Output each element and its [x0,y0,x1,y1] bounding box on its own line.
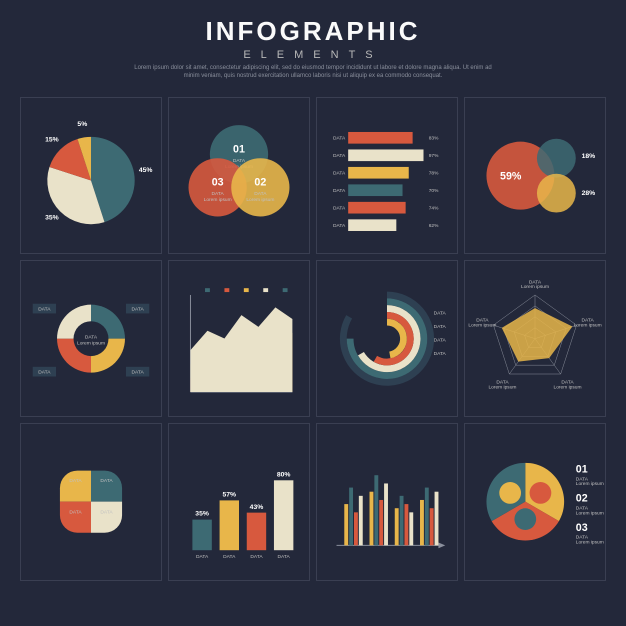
svg-text:DATA: DATA [233,158,246,164]
svg-text:Lorem ipsum: Lorem ipsum [554,384,582,390]
svg-text:97%: 97% [429,153,439,159]
svg-text:03: 03 [212,176,224,188]
svg-text:03: 03 [576,522,588,534]
svg-text:DATA: DATA [434,337,447,343]
svg-text:15%: 15% [45,136,59,143]
svg-text:DATA: DATA [196,554,209,560]
yin-yang: 01DATALorem ipsum02DATALorem ipsum03DATA… [464,423,606,580]
svg-text:DATA: DATA [212,191,225,197]
svg-text:Lorem ipsum: Lorem ipsum [521,284,549,290]
svg-text:DATA: DATA [131,370,144,376]
svg-text:DATA: DATA [278,554,291,560]
svg-text:DATA: DATA [434,324,447,330]
svg-text:DATA: DATA [333,223,346,229]
svg-text:02: 02 [576,493,588,505]
svg-text:Lorem ipsum: Lorem ipsum [204,196,232,202]
svg-text:DATA: DATA [250,554,263,560]
svg-text:28%: 28% [582,190,596,197]
svg-text:Lorem ipsum: Lorem ipsum [574,322,602,328]
svg-text:45%: 45% [139,166,153,173]
svg-text:DATA: DATA [333,170,346,176]
svg-text:DATA: DATA [223,554,236,560]
svg-text:DATA: DATA [434,310,447,316]
page-subtitle: ELEMENTS [0,49,626,61]
svg-text:74%: 74% [429,205,439,211]
svg-text:Lorem ipsum: Lorem ipsum [576,540,604,546]
svg-text:DATA: DATA [333,135,346,141]
venn-3: 01DATALorem ipsum03DATALorem ipsum02DATA… [168,97,310,254]
svg-text:5%: 5% [77,120,87,127]
svg-text:35%: 35% [195,511,209,518]
svg-text:57%: 57% [223,492,237,499]
polar-rings: DATA DATA DATA DATA [316,260,458,417]
svg-text:DATA: DATA [333,205,346,211]
svg-text:DATA: DATA [100,478,113,484]
hbar-chart: DATA 83% DATA 97% DATA 78% DATA 70% DATA 74% DATA 6… [316,97,458,254]
svg-text:Lorem ipsum: Lorem ipsum [576,481,604,487]
vbar-chart: 35% DATA 57% DATA 43% DATA 80% DATA [168,423,310,580]
venn-2: 59% 18% 28% [464,97,606,254]
svg-text:43%: 43% [250,504,264,511]
svg-text:DATA: DATA [38,306,51,312]
svg-text:70%: 70% [429,188,439,194]
svg-text:DATA: DATA [254,191,267,197]
svg-text:DATA: DATA [38,370,51,376]
page-lorem: Lorem ipsum dolor sit amet, consectetur … [133,65,493,81]
svg-text:83%: 83% [429,135,439,141]
stacked-area [168,260,310,417]
radar-chart: DATALorem ipsumDATALorem ipsumDATALorem … [464,260,606,417]
svg-text:Lorem ipsum: Lorem ipsum [576,511,604,517]
pie-chart: 45% 35% 15% 5% [20,97,162,254]
svg-text:Lorem ipsum: Lorem ipsum [468,322,496,328]
svg-text:DATA: DATA [434,351,447,357]
svg-text:DATA: DATA [69,510,82,516]
svg-text:DATA: DATA [333,153,346,159]
svg-text:DATA: DATA [69,478,82,484]
clustered-bars [316,423,458,580]
svg-text:Lorem ipsum: Lorem ipsum [246,196,274,202]
chart-grid: 45%35%15%5% 01DATALorem ipsum03DATALorem… [0,91,626,601]
svg-text:01: 01 [576,464,588,476]
svg-text:DATA: DATA [131,306,144,312]
svg-text:DATA: DATA [85,335,98,341]
svg-text:80%: 80% [277,472,291,479]
svg-text:DATA: DATA [333,188,346,194]
page-title: INFOGRAPHIC [0,16,626,47]
svg-text:Lorem ipsum: Lorem ipsum [488,384,516,390]
svg-text:01: 01 [233,143,245,155]
svg-text:78%: 78% [429,170,439,176]
svg-text:62%: 62% [429,223,439,229]
svg-text:18%: 18% [582,153,596,160]
svg-text:35%: 35% [45,214,59,221]
donut-callouts: DATALorem ipsumDATADATADATADATA [20,260,162,417]
svg-text:DATA: DATA [100,510,113,516]
header: INFOGRAPHIC ELEMENTS Lorem ipsum dolor s… [0,0,626,91]
quad-blob: DATA DATA DATA DATA [20,423,162,580]
svg-text:59%: 59% [500,170,522,182]
svg-text:Lorem ipsum: Lorem ipsum [77,340,105,346]
svg-text:02: 02 [254,176,266,188]
